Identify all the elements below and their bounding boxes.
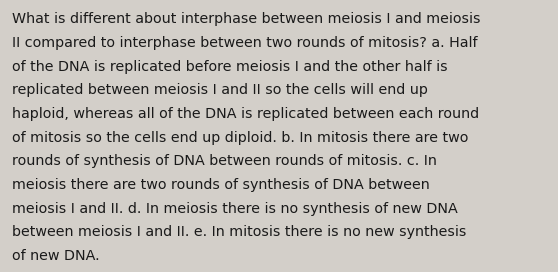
Text: What is different about interphase between meiosis I and meiosis: What is different about interphase betwe… — [12, 12, 481, 26]
Text: of the DNA is replicated before meiosis I and the other half is: of the DNA is replicated before meiosis … — [12, 60, 448, 73]
Text: haploid, whereas all of the DNA is replicated between each round: haploid, whereas all of the DNA is repli… — [12, 107, 479, 121]
Text: between meiosis I and II. e. In mitosis there is no new synthesis: between meiosis I and II. e. In mitosis … — [12, 225, 466, 239]
Text: meiosis I and II. d. In meiosis there is no synthesis of new DNA: meiosis I and II. d. In meiosis there is… — [12, 202, 458, 215]
Text: rounds of synthesis of DNA between rounds of mitosis. c. In: rounds of synthesis of DNA between round… — [12, 154, 437, 168]
Text: II compared to interphase between two rounds of mitosis? a. Half: II compared to interphase between two ro… — [12, 36, 478, 50]
Text: meiosis there are two rounds of synthesis of DNA between: meiosis there are two rounds of synthesi… — [12, 178, 430, 192]
Text: of new DNA.: of new DNA. — [12, 249, 100, 263]
Text: replicated between meiosis I and II so the cells will end up: replicated between meiosis I and II so t… — [12, 83, 428, 97]
Text: of mitosis so the cells end up diploid. b. In mitosis there are two: of mitosis so the cells end up diploid. … — [12, 131, 469, 144]
